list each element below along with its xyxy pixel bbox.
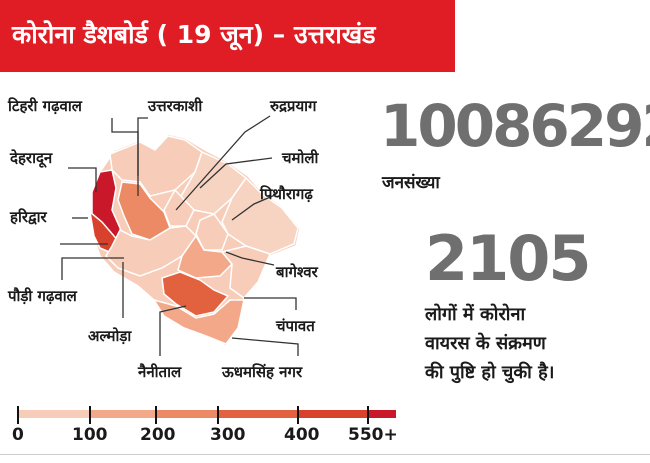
legend-tick-label: 550+ bbox=[348, 425, 398, 445]
district-udham-singh-nagar bbox=[152, 298, 245, 345]
district-rudraprayag bbox=[163, 188, 195, 227]
title-banner: कोरोना डैशबोर्ड ( 19 जून) – उत्तराखंड bbox=[0, 0, 455, 72]
label-bageshwar: बागेश्वर bbox=[276, 263, 318, 281]
cases-value: 2105 bbox=[425, 222, 592, 295]
district-nainital bbox=[161, 271, 230, 317]
population-value: 10086292 bbox=[380, 92, 650, 160]
legend-tick-label: 100 bbox=[72, 425, 108, 445]
legend-tick-label: 400 bbox=[284, 425, 320, 445]
legend-color-scale bbox=[17, 406, 396, 424]
cases-description: लोगों में कोरोना वायरस के संक्रमण की पुष… bbox=[425, 300, 554, 387]
page-title: कोरोना डैशबोर्ड ( 19 जून) – उत्तराखंड bbox=[12, 20, 376, 49]
label-nainital: नैनीताल bbox=[138, 363, 182, 381]
label-rudraprayag: रुद्रप्रयाग bbox=[270, 97, 317, 115]
label-uttarkashi: उत्तरकाशी bbox=[148, 97, 203, 115]
cases-description-line: वायरस के संक्रमण bbox=[425, 333, 546, 354]
cases-description-line: लोगों में कोरोना bbox=[425, 304, 526, 325]
uttarakhand-district-map bbox=[60, 115, 301, 356]
cases-description-line: की पुष्टि हो चुकी है। bbox=[425, 362, 555, 383]
legend-segment bbox=[18, 410, 90, 418]
legend-segment bbox=[218, 410, 298, 418]
label-haridwar: हरिद्वार bbox=[10, 208, 47, 226]
legend-tick-label: 300 bbox=[210, 425, 246, 445]
bottom-divider bbox=[0, 454, 650, 455]
population-label: जनसंख्या bbox=[382, 173, 440, 193]
legend-tick-label: 200 bbox=[140, 425, 176, 445]
legend-segment bbox=[298, 410, 368, 418]
legend-segment bbox=[90, 410, 156, 418]
label-pithoragarh: पिथौरागढ़ bbox=[260, 185, 313, 203]
label-dehradun: देहरादून bbox=[10, 149, 53, 167]
legend-segment bbox=[156, 410, 218, 418]
label-champawat: चंपावत bbox=[276, 317, 315, 335]
label-almora: अल्मोड़ा bbox=[88, 327, 132, 345]
district-champawat bbox=[220, 245, 272, 300]
label-pauri-garhwal: पौड़ी गढ़वाल bbox=[8, 287, 77, 305]
label-udham-singh-nagar: ऊधमसिंह नगर bbox=[222, 363, 303, 381]
label-chamoli: चमोली bbox=[282, 149, 319, 167]
label-tehri-garhwal: टिहरी गढ़वाल bbox=[8, 97, 82, 115]
legend-tick-label: 0 bbox=[12, 425, 24, 445]
legend-segment bbox=[368, 410, 396, 418]
